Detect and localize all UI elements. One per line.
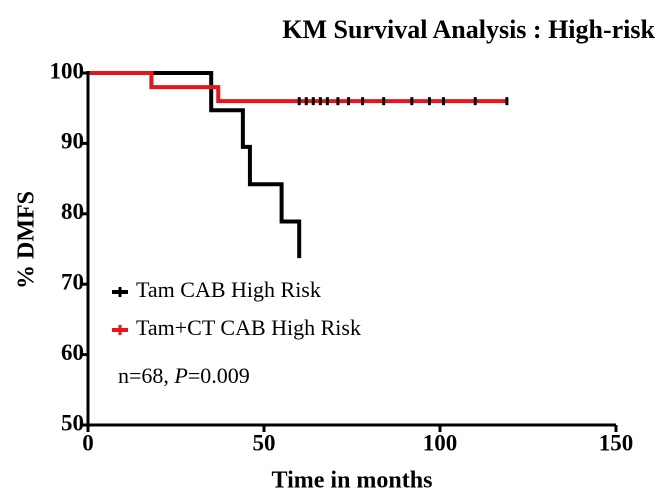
annotation-text: =0.009 — [188, 363, 250, 388]
y-tick-label: 80 — [61, 199, 84, 224]
y-axis-title: % DMFS — [14, 191, 40, 289]
y-tick-label: 50 — [61, 410, 84, 435]
survival-line — [88, 71, 302, 259]
survival-line — [88, 71, 507, 104]
chart-title: KM Survival Analysis : High-risk — [282, 15, 655, 44]
annotation-text: n=68, — [118, 363, 174, 388]
y-tick-label: 60 — [61, 340, 84, 365]
y-tick-label: 70 — [61, 269, 84, 294]
x-tick-label: 50 — [253, 430, 276, 455]
y-tick-label: 100 — [50, 58, 85, 83]
x-tick-label: 150 — [599, 430, 634, 455]
legend-label: Tam CAB High Risk — [136, 277, 321, 302]
x-tick-label: 0 — [82, 430, 94, 455]
annotation-text: P — [173, 363, 187, 388]
x-tick-label: 100 — [423, 430, 458, 455]
legend-label: Tam+CT CAB High Risk — [136, 315, 361, 340]
y-tick-label: 90 — [61, 129, 84, 154]
annotation: n=68, P=0.009 — [118, 363, 250, 388]
x-axis-title: Time in months — [272, 468, 433, 494]
